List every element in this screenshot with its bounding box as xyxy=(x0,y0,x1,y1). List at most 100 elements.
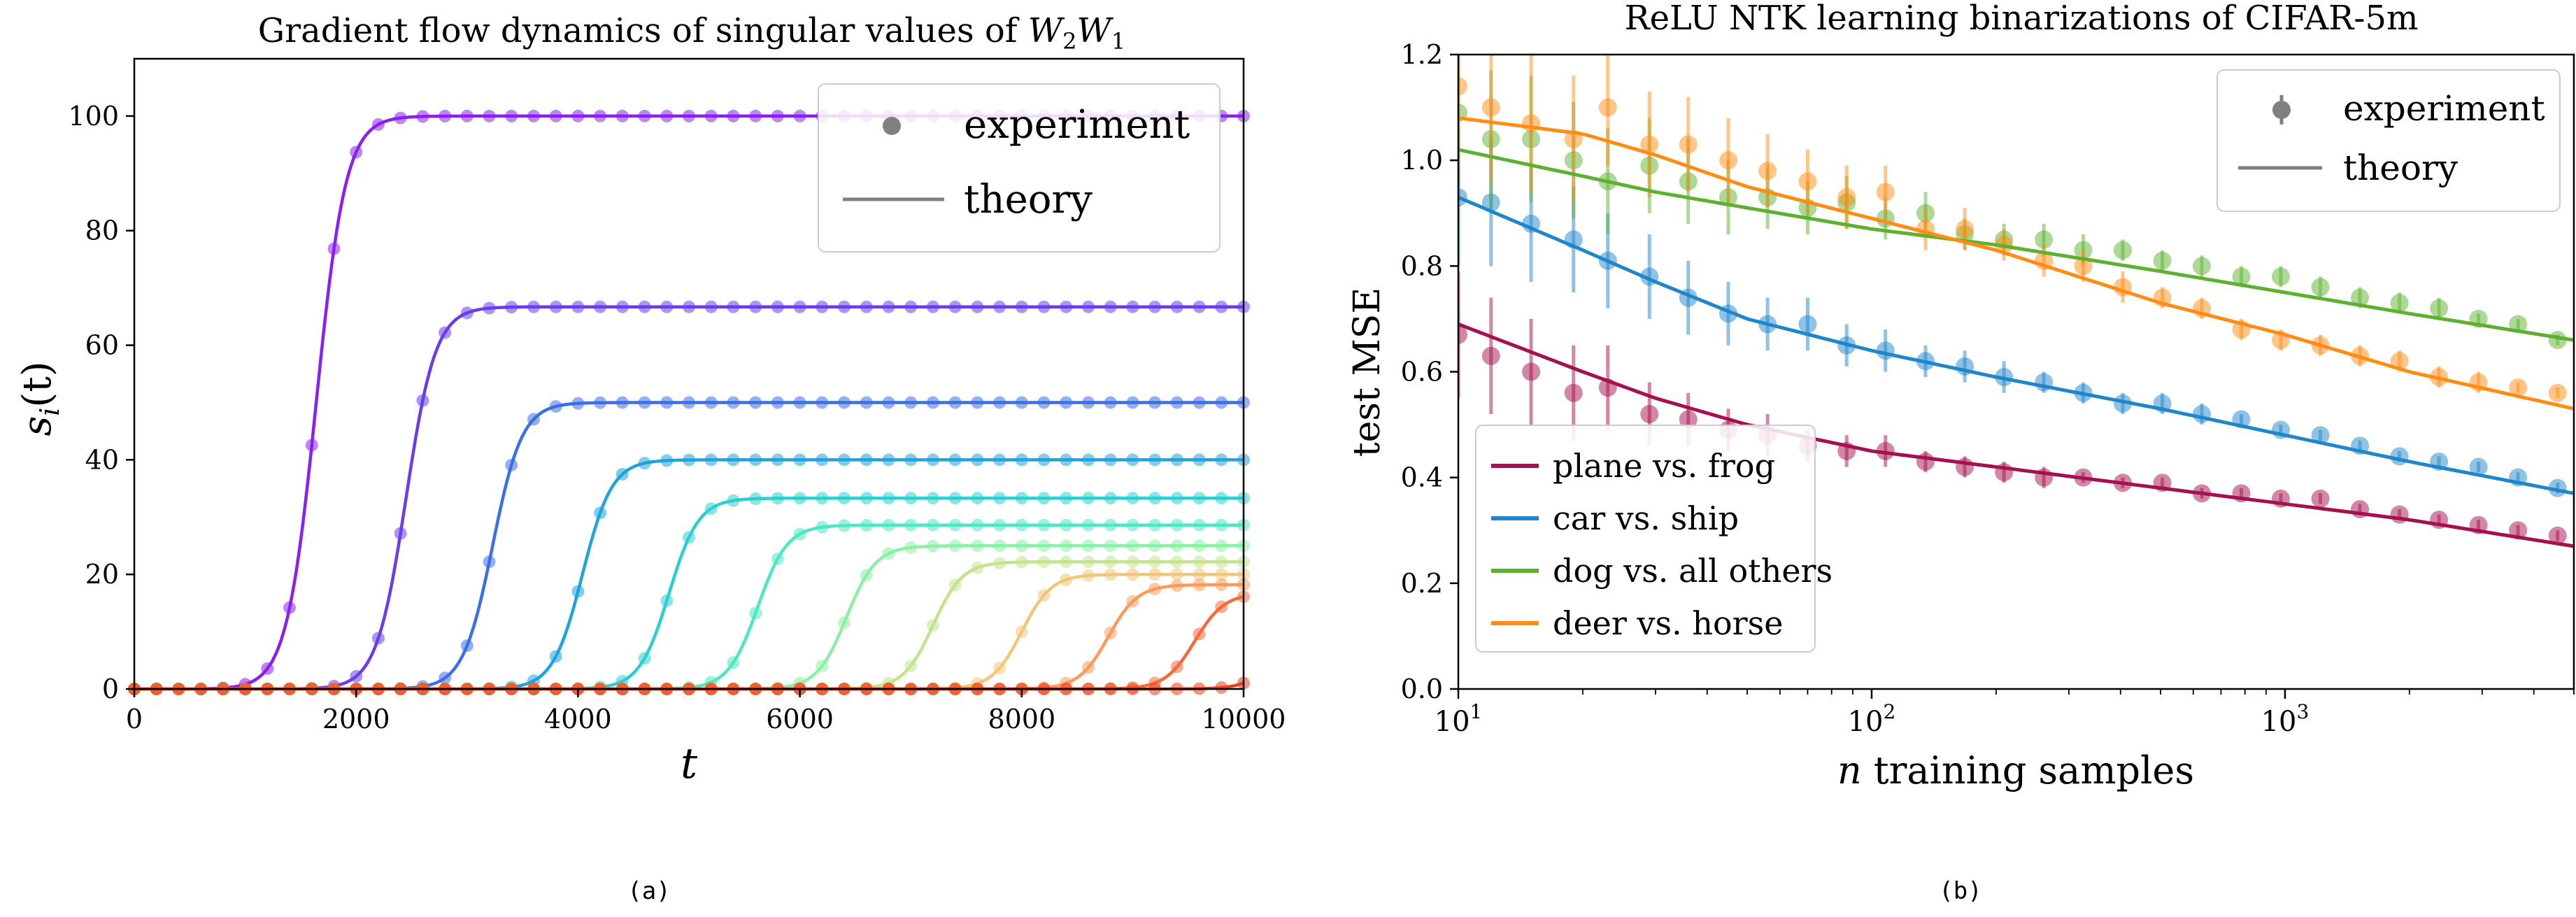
chart-b-y-tick-label: 1.2 xyxy=(1401,39,1443,70)
chart-a-experiment-point xyxy=(638,652,651,665)
chart-a-title: Gradient flow dynamics of singular value… xyxy=(258,11,1125,55)
chart-b-legend-series-box xyxy=(1475,425,1816,653)
chart-a-experiment-point xyxy=(1126,492,1139,505)
chart-a-experiment-point xyxy=(1126,453,1139,467)
chart-b-x-label-rest: training samples xyxy=(1862,748,2194,792)
chart-b-experiment-point xyxy=(1679,410,1698,429)
chart-a-experiment-point xyxy=(993,453,1006,467)
chart-a-experiment-point xyxy=(1170,518,1183,532)
chart-a-y-tick-label: 40 xyxy=(85,444,119,475)
chart-a-experiment-point xyxy=(1082,396,1095,409)
chart-a-experiment-point xyxy=(993,300,1006,313)
chart-a-experiment-point xyxy=(1104,518,1117,532)
chart-a-experiment-point xyxy=(771,453,784,467)
chart-a-experiment-point xyxy=(1060,574,1073,586)
chart-a-experiment-point xyxy=(904,492,918,505)
chart-b-legend-label-plane-frog: plane vs. frog xyxy=(1553,447,1775,485)
chart-a: Gradient flow dynamics of singular value… xyxy=(15,11,1286,905)
chart-a-experiment-point xyxy=(793,396,806,409)
chart-a-experiment-point xyxy=(638,457,651,470)
chart-a-x-ticks: 0 2000 4000 6000 8000 10000 xyxy=(126,689,1286,734)
chart-a-experiment-point xyxy=(904,453,918,467)
chart-a-experiment-point xyxy=(704,396,718,409)
chart-a-experiment-point xyxy=(1148,568,1162,581)
chart-a-experiment-point xyxy=(838,616,851,630)
chart-a-experiment-point xyxy=(971,539,984,553)
chart-b-experiment-point xyxy=(1956,220,1974,239)
chart-b-experiment-point xyxy=(2430,299,2449,318)
chart-a-experiment-point xyxy=(1215,578,1228,591)
chart-a-experiment-point xyxy=(1082,518,1095,532)
chart-a-experiment-point xyxy=(638,396,651,409)
chart-a-y-tick-label: 0 xyxy=(102,674,119,704)
chart-a-experiment-point xyxy=(860,569,873,582)
chart-b-experiment-point xyxy=(2469,457,2488,476)
chart-a-y-tick-label: 20 xyxy=(85,559,119,590)
chart-a-experiment-point xyxy=(1148,555,1162,569)
chart-a-experiment-point xyxy=(1126,555,1139,569)
chart-a-experiment-point xyxy=(904,396,918,409)
chart-b-experiment-point xyxy=(1798,315,1817,334)
chart-a-experiment-point xyxy=(1015,300,1028,313)
chart-a-experiment-point xyxy=(283,601,296,614)
chart-a-experiment-point xyxy=(704,502,718,516)
chart-a-experiment-point xyxy=(371,632,385,645)
chart-a-experiment-point xyxy=(683,109,695,122)
chart-a-experiment-point xyxy=(1015,492,1028,505)
chart-a-experiment-point xyxy=(1082,492,1095,505)
chart-b-x-tick-label: 103 xyxy=(2261,700,2310,738)
chart-a-experiment-point xyxy=(1148,492,1162,505)
chart-b-y-tick-label: 0.2 xyxy=(1401,568,1443,599)
chart-a-experiment-point xyxy=(882,396,895,409)
chart-a-experiment-point xyxy=(993,557,1006,570)
chart-b-y-tick-label: 0.6 xyxy=(1401,357,1443,388)
chart-a-experiment-point xyxy=(549,300,562,313)
chart-b-experiment-point xyxy=(2232,267,2251,286)
chart-b-experiment-point xyxy=(2548,526,2567,545)
chart-b-legend-label-dog-all: dog vs. all others xyxy=(1553,552,1833,590)
chart-a-experiment-point xyxy=(727,109,740,122)
chart-b-experiment-point xyxy=(2390,294,2409,313)
chart-a-experiment-point xyxy=(971,518,984,532)
chart-a-experiment-point xyxy=(1037,396,1051,409)
chart-a-experiment-point xyxy=(549,400,562,413)
chart-a-experiment-point xyxy=(460,306,474,320)
chart-a-experiment-point xyxy=(816,660,829,672)
chart-b-legend-series: plane vs. frog car vs. ship dog vs. all … xyxy=(1475,425,1833,653)
chart-a-experiment-point xyxy=(1104,453,1117,467)
chart-a-experiment-point xyxy=(993,539,1006,553)
chart-a-experiment-point xyxy=(882,300,895,313)
chart-b-x-tick-label-base: 10 xyxy=(1435,706,1470,738)
chart-a-experiment-point xyxy=(505,301,518,314)
chart-a-experiment-point xyxy=(1104,555,1117,569)
chart-a-experiment-point xyxy=(749,606,762,620)
chart-a-experiment-point xyxy=(1170,492,1183,505)
chart-a-y-label-sub: i xyxy=(34,408,65,416)
chart-a-experiment-point xyxy=(571,397,585,410)
chart-a-experiment-point xyxy=(1215,518,1228,532)
chart-a-y-label-tail: (t) xyxy=(15,361,60,407)
chart-a-experiment-point xyxy=(793,300,806,313)
chart-b-theory-line-3 xyxy=(1458,148,2574,342)
chart-a-experiment-point xyxy=(904,659,918,672)
chart-a-experiment-point xyxy=(1037,300,1051,313)
chart-b-experiment-point xyxy=(2311,426,2330,445)
chart-b-theory-line-2 xyxy=(1458,195,2574,495)
chart-a-experiment-point xyxy=(1215,568,1228,581)
chart-a-experiment-point xyxy=(749,492,762,505)
chart-b-experiment-point xyxy=(1458,325,1467,344)
chart-a-experiment-point xyxy=(1015,518,1028,532)
chart-b-x-tick-label-base: 10 xyxy=(1848,706,1884,738)
chart-b-experiment-point xyxy=(2390,447,2409,466)
chart-a-y-label: si(t) xyxy=(15,361,65,436)
chart-b-legend-marker-experiment xyxy=(2272,101,2291,119)
chart-a-experiment-point xyxy=(394,111,407,125)
chart-a-experiment-point xyxy=(1215,453,1228,467)
chart-a-legend-label-theory: theory xyxy=(964,177,1093,222)
chart-a-experiment-point xyxy=(971,300,984,313)
chart-a-experiment-point xyxy=(1148,539,1162,553)
chart-a-x-tick-label: 2000 xyxy=(322,704,390,734)
chart-a-experiment-point xyxy=(749,396,762,409)
chart-b-x-tick-label-exp: 1 xyxy=(1470,700,1483,723)
chart-a-experiment-point xyxy=(1170,579,1183,592)
